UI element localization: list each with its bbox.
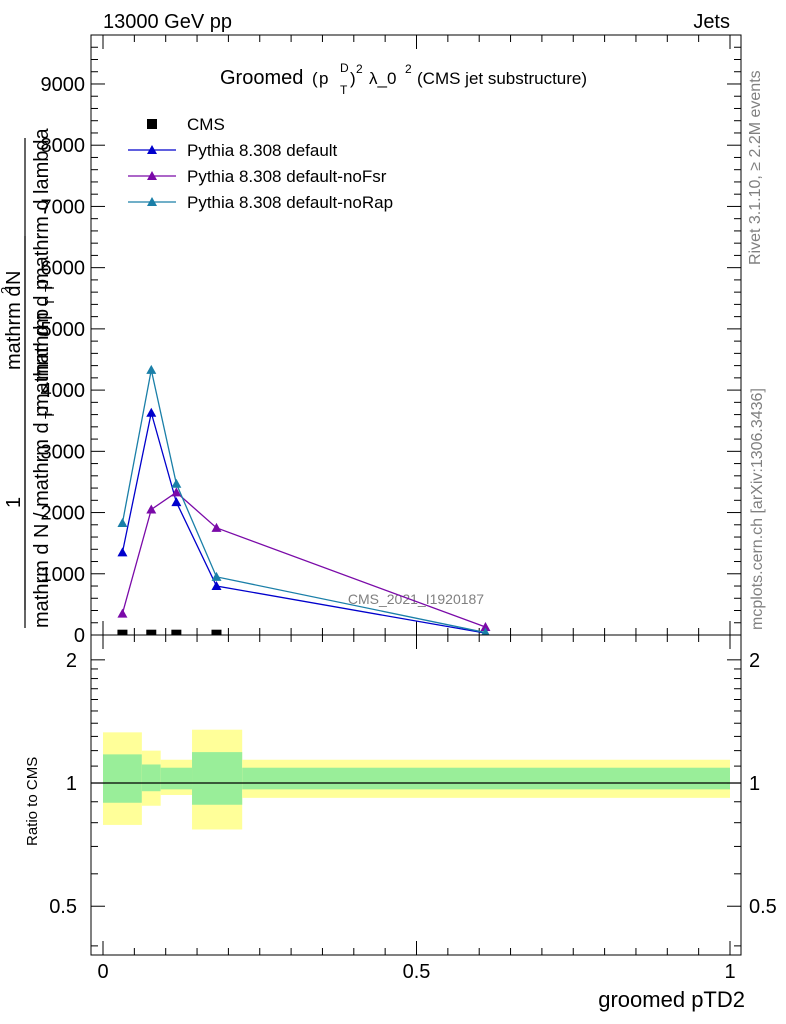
ylabel-line2-mid: mathrm d lambda: [31, 128, 53, 284]
legend-marker-triangle: [147, 145, 157, 154]
title-lambda-power: 2: [405, 62, 412, 76]
ylabel-line1-end: N: [3, 271, 25, 285]
y-tick-label: 6000: [41, 258, 86, 280]
legend-marker-triangle: [147, 171, 157, 180]
legend-label: Pythia 8.308 default-noRap: [187, 193, 393, 212]
title-main: Groomed: [220, 67, 303, 89]
y-tick-label: 5000: [41, 319, 86, 341]
legend-label: Pythia 8.308 default: [187, 141, 338, 160]
series-point: [171, 478, 182, 488]
main-x-axis: [102, 35, 731, 635]
title-lambda: λ_0: [369, 69, 396, 88]
ratio-y-tick-label: 2: [66, 650, 77, 672]
ratio-y-axis-label: Ratio to CMS: [24, 757, 41, 846]
ratio-stat-band: [192, 752, 243, 805]
plot-title: Groomed ( p D T ) 2 λ_0 2 (CMS jet subst…: [220, 61, 587, 97]
title-paren-open: (: [312, 69, 318, 88]
ratio-stat-band: [160, 767, 193, 790]
ratio-y-tick-label-right: 2: [749, 650, 760, 672]
ylabel-line4-sub: T: [42, 411, 57, 419]
x-tick-label: 0.5: [403, 961, 431, 983]
title-pt-sub: T: [340, 83, 348, 97]
legend-marker-triangle: [147, 197, 157, 206]
cms-data-point: [146, 629, 157, 635]
series-point: [146, 364, 157, 374]
ylabel-line4-sub2: T: [42, 298, 57, 306]
y-tick-label: 1000: [41, 564, 86, 586]
analysis-watermark: CMS_2021_I1920187: [348, 591, 484, 607]
series-point: [481, 627, 490, 635]
ylabel-line1-sup: 2: [0, 287, 13, 294]
x-tick-label: 0: [97, 961, 108, 983]
ratio-y-tick-label-right: 1: [749, 773, 760, 795]
main-series-layer: [117, 364, 491, 635]
ratio-stat-band: [141, 764, 161, 792]
title-paren-close: ): [350, 69, 356, 88]
ratio-bands-layer: [103, 729, 730, 830]
x-axis-label: groomed pTD2: [598, 987, 745, 1012]
y-tick-label: 7000: [41, 196, 86, 218]
ratio-stat-band: [103, 754, 142, 803]
title-suffix: (CMS jet substructure): [417, 69, 587, 88]
series-point: [171, 497, 182, 507]
y-tick-label: 0: [74, 625, 85, 647]
ylabel-line3: 1: [3, 497, 25, 508]
series-point: [117, 547, 128, 557]
series-point: [211, 522, 222, 532]
series-point: [211, 571, 222, 581]
legend-label: CMS: [187, 115, 225, 134]
y-tick-label: 9000: [41, 74, 86, 96]
ratio-y-axis: 0.5 0.5 1 1 2 2: [49, 650, 777, 947]
ylabel-line1: mathrm d: [3, 286, 25, 370]
legend-marker-square: [147, 119, 157, 129]
y-tick-label: 8000: [41, 135, 86, 157]
y-tick-label: 2000: [41, 503, 86, 525]
ylabel-line2-sub: T: [42, 284, 57, 292]
ratio-y-tick-label: 1: [66, 773, 77, 795]
x-tick-label: 1: [724, 961, 735, 983]
title-pt-symbol: p: [319, 69, 328, 88]
series-point: [117, 608, 128, 618]
title-pt-sup: D: [340, 61, 349, 75]
header-energy: 13000 GeV pp: [103, 11, 232, 33]
title-pt-power: 2: [356, 62, 363, 76]
legend: CMS Pythia 8.308 default Pythia 8.308 defa…: [128, 115, 393, 212]
ratio-x-axis: 0 0.5 1: [97, 635, 736, 983]
series-point: [480, 622, 491, 632]
cms-data-point: [211, 629, 222, 635]
rivet-version-label: Rivet 3.1.10, ≥ 2.2M events: [747, 70, 764, 265]
ratio-y-tick-label-right: 0.5: [749, 896, 777, 918]
series-point: [117, 517, 128, 527]
main-y-axis-label: 1 mathrm d N / mathrm d p T mathrm d p T…: [0, 128, 57, 628]
ylabel-line4-end: mathrm d p: [31, 309, 53, 410]
series-line: [121, 491, 486, 628]
y-tick-label: 4000: [41, 380, 86, 402]
ratio-stat-band: [242, 767, 730, 790]
main-y-axis: 0 1000 2000 3000 4000 5000 6000 7000 8000 9000: [41, 34, 741, 647]
header-category: Jets: [693, 11, 730, 33]
legend-label: Pythia 8.308 default-noFsr: [187, 167, 387, 186]
series-point: [146, 504, 157, 514]
cms-data-point: [117, 629, 128, 635]
series-point: [171, 487, 182, 497]
y-tick-label: 3000: [41, 441, 86, 463]
ratio-y-tick-label: 0.5: [49, 896, 77, 918]
ylabel-line4: mathrm d N / mathrm d p: [31, 406, 53, 628]
series-point: [211, 581, 222, 591]
ylabel-line2: mathrm d p: [31, 279, 53, 380]
mcplots-label: mcplots.cern.ch [arXiv:1306.3436]: [749, 388, 766, 630]
series-point: [146, 407, 157, 417]
cms-data-point: [171, 629, 182, 635]
